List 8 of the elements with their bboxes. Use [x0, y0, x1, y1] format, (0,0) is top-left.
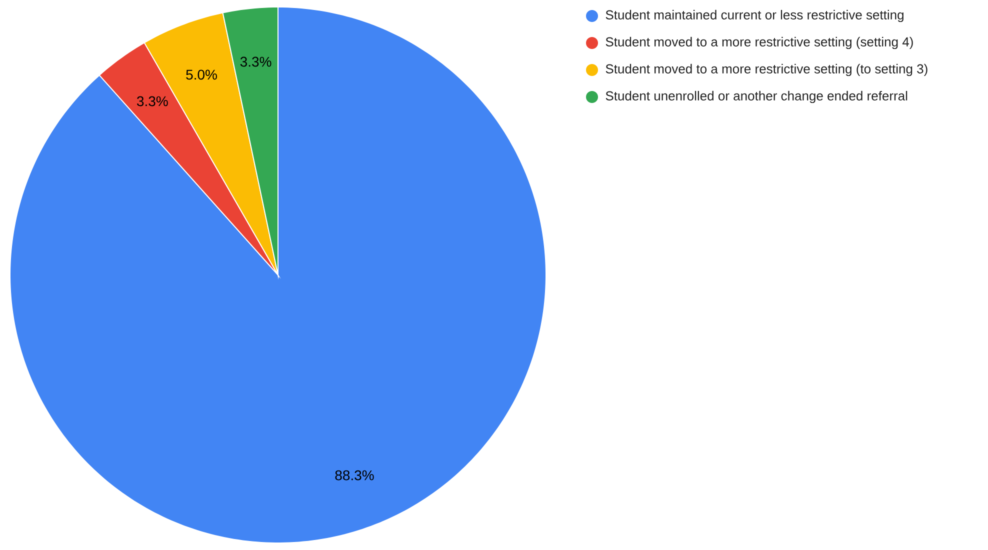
data-label: 5.0%	[186, 70, 217, 80]
data-label: 88.3%	[335, 470, 374, 480]
data-label: 3.3%	[137, 96, 168, 106]
legend-label: Student unenrolled or another change ended referral	[606, 90, 908, 104]
data-label: 3.3%	[240, 56, 272, 67]
legend-label: Student moved to a more restrictive setting (to setting 3)	[606, 64, 928, 76]
legend-label: Student maintained current or less restrictive setting	[606, 10, 904, 22]
legend-label: Student moved to a more restrictive setting (setting 4)	[606, 36, 913, 50]
